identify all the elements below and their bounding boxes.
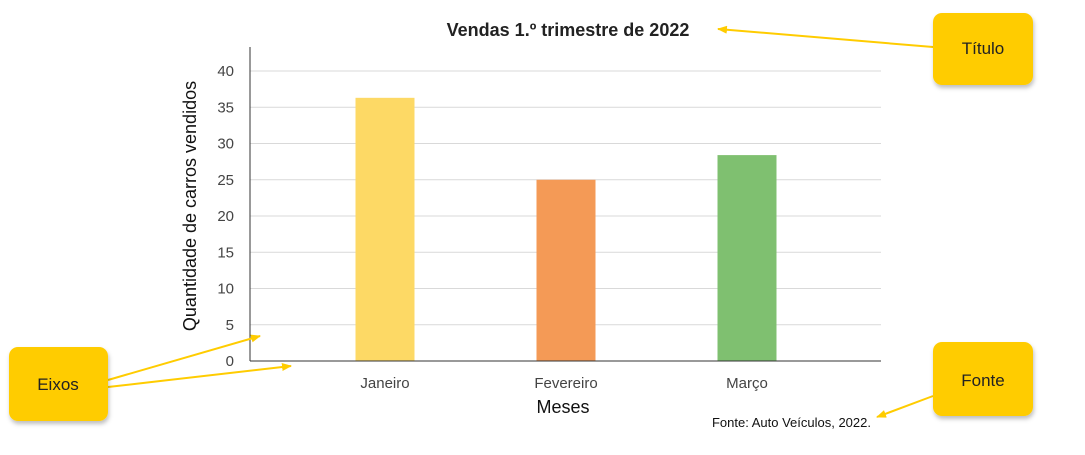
axes-callout-label: Eixos <box>37 375 79 394</box>
x-axis-label: Meses <box>536 397 589 417</box>
source-callout-arrow <box>876 395 934 418</box>
source-note: Fonte: Auto Veículos, 2022. <box>712 415 871 430</box>
axes-callout-arrow-y <box>107 334 261 381</box>
title-callout-box <box>933 13 1033 85</box>
y-tick-label: 15 <box>217 244 234 261</box>
source-callout-label: Fonte <box>961 371 1004 390</box>
title-callout-arrow <box>717 25 934 48</box>
y-tick-label: 25 <box>217 172 234 189</box>
y-tick-label: 20 <box>217 208 234 225</box>
y-tick-label: 10 <box>217 281 234 298</box>
title-callout: Título <box>933 13 1033 85</box>
axes-callout: Eixos <box>9 347 108 421</box>
title-callout-label: Título <box>962 39 1005 58</box>
y-tick-label: 30 <box>217 136 234 153</box>
axes-callout-box <box>9 347 108 421</box>
bar-fevereiro <box>536 179 596 361</box>
y-tick-label: 40 <box>217 63 234 80</box>
y-tick-label: 35 <box>217 99 234 116</box>
x-category-labels: Janeiro Fevereiro Março <box>360 375 767 392</box>
x-category-label: Fevereiro <box>534 375 597 392</box>
bar-janeiro <box>355 97 415 361</box>
bar-março <box>717 155 777 361</box>
axes-callout-arrow-x <box>107 363 292 388</box>
y-tick-label: 0 <box>226 353 234 370</box>
x-category-label: Janeiro <box>360 375 409 392</box>
chart-title: Vendas 1.º trimestre de 2022 <box>447 20 690 40</box>
y-tick-labels: 0 5 10 15 20 25 30 35 40 <box>217 63 234 370</box>
bars <box>355 97 777 361</box>
y-tick-label: 5 <box>226 317 234 334</box>
x-category-label: Março <box>726 375 768 392</box>
y-axis-label: Quantidade de carros vendidos <box>180 81 200 331</box>
source-callout: Fonte <box>933 342 1033 416</box>
source-callout-box <box>933 342 1033 416</box>
